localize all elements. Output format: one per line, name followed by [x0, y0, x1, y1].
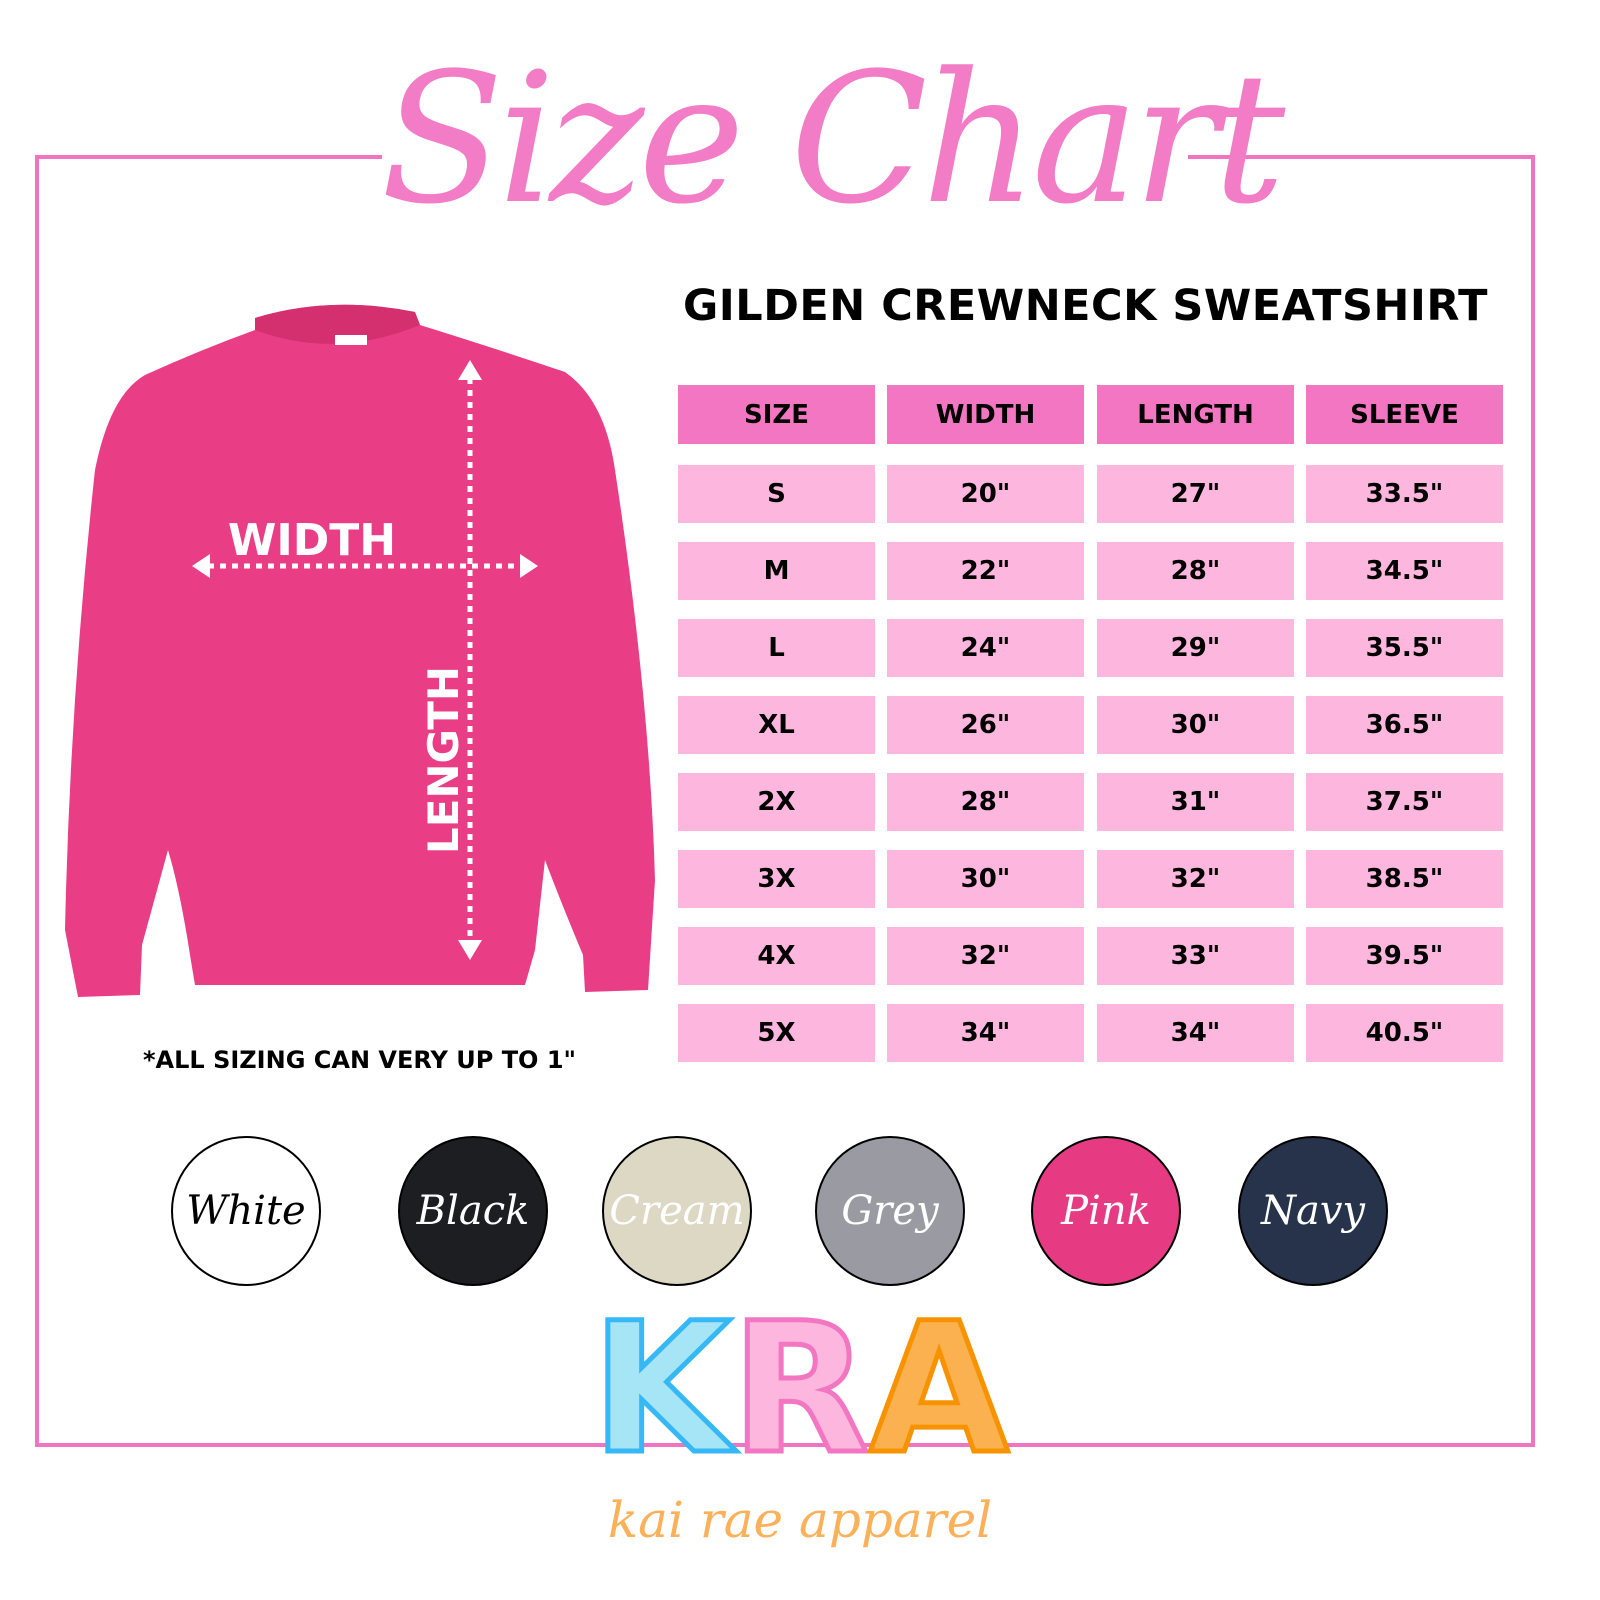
table-header-length: LENGTH	[1097, 385, 1294, 444]
table-cell-width: 28"	[887, 773, 1084, 831]
table-cell-size: M	[678, 542, 875, 600]
table-cell-length: 32"	[1097, 850, 1294, 908]
table-cell-length: 31"	[1097, 773, 1294, 831]
table-cell-width: 30"	[887, 850, 1084, 908]
table-cell-sleeve: 39.5"	[1306, 927, 1503, 985]
table-cell-length: 30"	[1097, 696, 1294, 754]
table-cell-size: L	[678, 619, 875, 677]
frame-bottom	[35, 1443, 1535, 1447]
table-header-size: SIZE	[678, 385, 875, 444]
product-title: GILDEN CREWNECK SWEATSHIRT	[683, 281, 1488, 331]
brand-logo: KRA	[589, 1297, 1011, 1482]
swatch-cream: Cream	[602, 1136, 752, 1286]
swatch-pink: Pink	[1031, 1136, 1181, 1286]
table-cell-size: 5X	[678, 1004, 875, 1062]
width-label: WIDTH	[228, 515, 396, 566]
logo-letter-a: A	[867, 1285, 1011, 1494]
table-cell-width: 20"	[887, 465, 1084, 523]
table-cell-size: 3X	[678, 850, 875, 908]
frame-top-right	[1188, 155, 1535, 159]
brand-tagline: kai rae apparel	[607, 1491, 993, 1549]
table-cell-width: 24"	[887, 619, 1084, 677]
sweatshirt-diagram: WIDTH LENGTH	[65, 304, 655, 997]
table-cell-sleeve: 40.5"	[1306, 1004, 1503, 1062]
table-header-sleeve: SLEEVE	[1306, 385, 1503, 444]
table-cell-length: 33"	[1097, 927, 1294, 985]
table-cell-size: 4X	[678, 927, 875, 985]
table-cell-width: 26"	[887, 696, 1084, 754]
table-cell-size: 2X	[678, 773, 875, 831]
table-cell-width: 34"	[887, 1004, 1084, 1062]
page-title: Size Chart	[380, 35, 1286, 244]
sweatshirt-shape	[65, 304, 655, 997]
table-cell-sleeve: 37.5"	[1306, 773, 1503, 831]
frame-top-left	[35, 155, 382, 159]
table-cell-width: 32"	[887, 927, 1084, 985]
table-header-width: WIDTH	[887, 385, 1084, 444]
table-cell-size: XL	[678, 696, 875, 754]
frame-left	[35, 155, 39, 1447]
table-cell-length: 34"	[1097, 1004, 1294, 1062]
swatch-white: White	[171, 1136, 321, 1286]
logo-letter-k: K	[589, 1285, 734, 1494]
table-cell-sleeve: 34.5"	[1306, 542, 1503, 600]
table-cell-sleeve: 33.5"	[1306, 465, 1503, 523]
table-cell-size: S	[678, 465, 875, 523]
logo-letter-r: R	[728, 1285, 872, 1494]
table-cell-length: 28"	[1097, 542, 1294, 600]
swatch-navy: Navy	[1238, 1136, 1388, 1286]
swatch-grey: Grey	[815, 1136, 965, 1286]
sizing-footnote: *ALL SIZING CAN VERY UP TO 1"	[143, 1046, 577, 1074]
frame-right	[1531, 155, 1535, 1447]
table-cell-length: 29"	[1097, 619, 1294, 677]
table-cell-length: 27"	[1097, 465, 1294, 523]
table-cell-sleeve: 38.5"	[1306, 850, 1503, 908]
table-cell-width: 22"	[887, 542, 1084, 600]
table-cell-sleeve: 35.5"	[1306, 619, 1503, 677]
table-cell-sleeve: 36.5"	[1306, 696, 1503, 754]
length-label: LENGTH	[419, 666, 468, 854]
swatch-black: Black	[398, 1136, 548, 1286]
